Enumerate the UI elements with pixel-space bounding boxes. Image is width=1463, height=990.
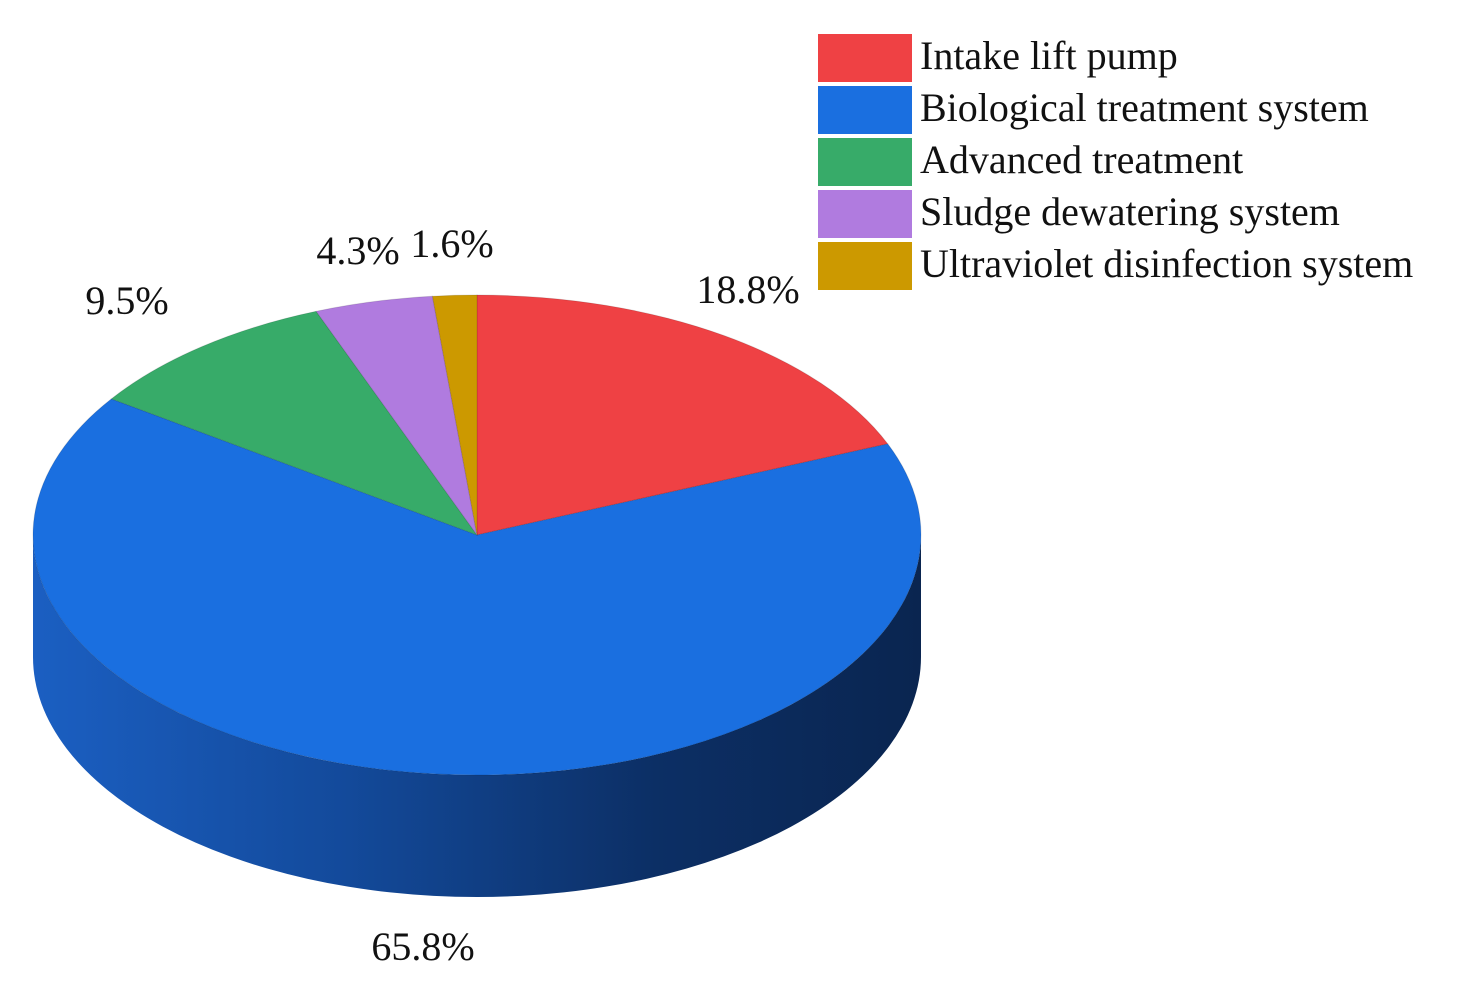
value-label-advanced-treatment: 9.5% bbox=[85, 278, 168, 323]
legend-label: Sludge dewatering system bbox=[920, 189, 1340, 234]
pie-value-labels: 18.8% 65.8% 9.5% 4.3% 1.6% bbox=[85, 221, 799, 969]
legend-item-sludge-dewatering-system: Sludge dewatering system bbox=[818, 189, 1340, 238]
legend-swatch bbox=[818, 242, 912, 290]
slice-advanced-treatment bbox=[110, 310, 479, 537]
pie-side-wall bbox=[33, 535, 921, 897]
legend-item-advanced-treatment: Advanced treatment bbox=[818, 137, 1243, 186]
slice-intake-lift-pump bbox=[476, 294, 889, 536]
value-label-biological-treatment-system: 65.8% bbox=[371, 924, 474, 969]
legend-label: Ultraviolet disinfection system bbox=[920, 241, 1413, 286]
legend-label: Biological treatment system bbox=[920, 85, 1369, 130]
value-label-sludge-dewatering-system: 4.3% bbox=[316, 228, 399, 273]
legend-item-ultraviolet-disinfection-system: Ultraviolet disinfection system bbox=[818, 241, 1413, 290]
legend-label: Advanced treatment bbox=[920, 137, 1243, 182]
legend: Intake lift pump Biological treatment sys… bbox=[818, 33, 1413, 290]
value-label-intake-lift-pump: 18.8% bbox=[696, 267, 799, 312]
slice-ultraviolet-disinfection-system bbox=[431, 294, 478, 536]
pie-top bbox=[32, 294, 922, 776]
legend-item-biological-treatment-system: Biological treatment system bbox=[818, 85, 1369, 134]
slice-sludge-dewatering-system bbox=[315, 295, 478, 536]
legend-swatch bbox=[818, 138, 912, 186]
legend-swatch bbox=[818, 34, 912, 82]
side-biological-treatment-system bbox=[33, 535, 921, 897]
value-label-ultraviolet-disinfection-system: 1.6% bbox=[410, 221, 493, 266]
legend-swatch bbox=[818, 190, 912, 238]
slice-biological-treatment-system bbox=[32, 398, 922, 776]
legend-swatch bbox=[818, 86, 912, 134]
legend-item-intake-lift-pump: Intake lift pump bbox=[818, 33, 1178, 82]
legend-label: Intake lift pump bbox=[920, 33, 1178, 78]
